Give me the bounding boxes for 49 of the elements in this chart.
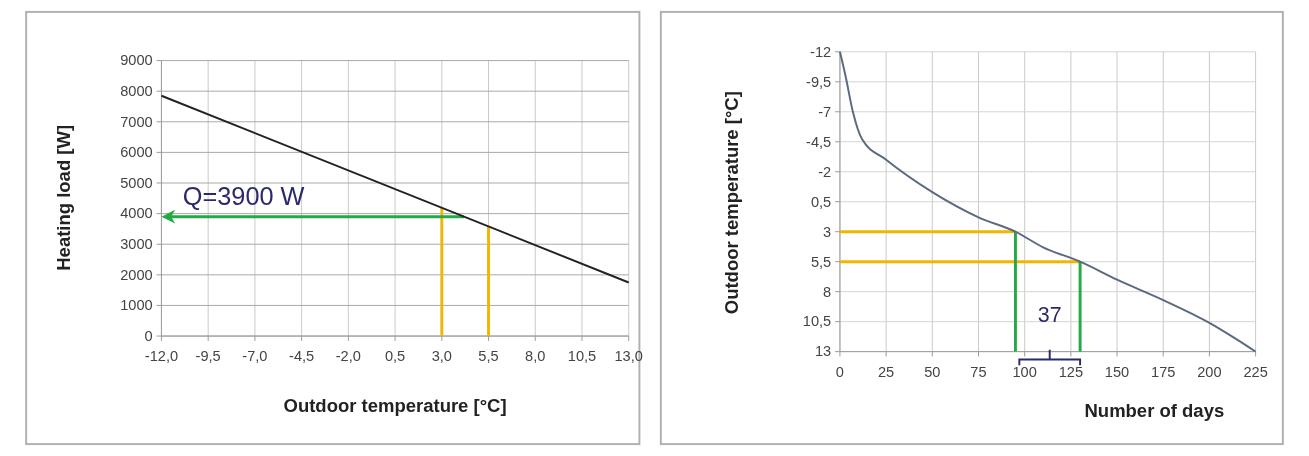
y-tick-label: -4,5 [806, 133, 832, 150]
y-tick-label: 1000 [120, 297, 153, 314]
y-tick-label: 0,5 [810, 193, 832, 210]
y-tick-label: 9000 [120, 52, 153, 69]
y-tick-label: 5,5 [810, 253, 832, 270]
x-tick-label: -4,5 [289, 348, 315, 365]
y-tick-label: 0 [144, 327, 153, 344]
y-tick-label: 8 [823, 283, 832, 300]
x-axis-title: Outdoor temperature [°C] [283, 394, 507, 416]
x-tick-label: 150 [1104, 363, 1130, 380]
x-tick-label: -9,5 [195, 348, 221, 365]
x-tick-label: 0,5 [384, 348, 406, 365]
x-tick-label: 100 [1012, 363, 1037, 380]
y-tick-label: 3 [823, 223, 832, 240]
x-tick-label: 3,0 [431, 348, 452, 365]
y-tick-label: 5000 [120, 174, 153, 191]
y-tick-label: 13 [814, 343, 832, 360]
y-tick-label: -2 [818, 163, 832, 180]
y-tick-label: -9,5 [806, 73, 832, 90]
y-tick-label: -12 [810, 43, 832, 60]
y-tick-label: 3000 [120, 236, 153, 253]
x-tick-label: 125 [1058, 363, 1084, 380]
y-axis-title: Heating load [W] [52, 124, 74, 271]
x-tick-label: 10,5 [567, 348, 597, 365]
x-tick-label: 13,0 [614, 348, 643, 365]
y-tick-label: 2000 [120, 266, 153, 283]
x-tick-label: -2,0 [335, 348, 361, 365]
x-tick-label: 25 [878, 363, 895, 380]
x-tick-label: -7,0 [242, 348, 268, 365]
y-tick-label: 7000 [120, 113, 153, 130]
x-tick-label: 75 [970, 363, 987, 380]
x-axis-title: Number of days [1084, 399, 1225, 421]
x-tick-label: 50 [924, 363, 941, 380]
y-axis-title: Outdoor temperature [°C] [720, 91, 742, 315]
y-tick-label: 10,5 [802, 313, 832, 330]
ref-line-label: Q=3900 W [182, 181, 305, 210]
x-tick-label: 0 [835, 363, 844, 380]
x-tick-label: 225 [1243, 363, 1268, 380]
x-tick-label: -12,0 [144, 348, 179, 365]
x-tick-label: 8,0 [525, 348, 546, 365]
x-tick-label: 5,5 [478, 348, 499, 365]
y-tick-label: 6000 [120, 144, 153, 161]
y-tick-label: -7 [818, 103, 832, 120]
y-tick-label: 4000 [120, 205, 153, 222]
x-tick-label: 200 [1197, 363, 1222, 380]
y-tick-label: 8000 [120, 83, 153, 100]
x-tick-label: 175 [1151, 363, 1176, 380]
line-series [838, 50, 1257, 353]
annotation: 37 [1037, 303, 1062, 328]
